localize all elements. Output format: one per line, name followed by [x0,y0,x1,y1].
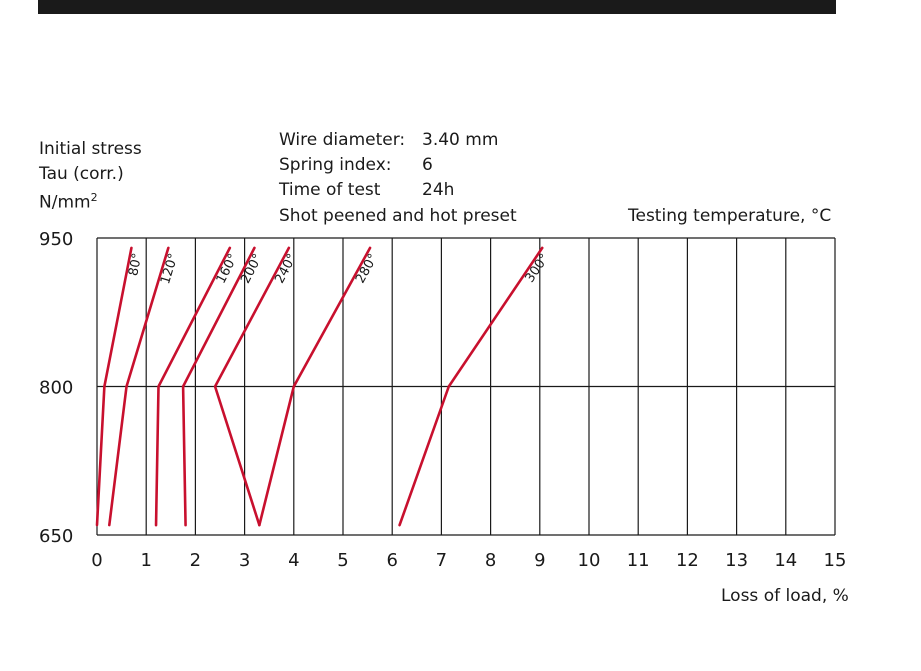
y-axis-unit: N/mm2 [39,188,98,213]
curve-120 [108,246,170,527]
wire-diameter-label: Wire diameter: [279,130,406,150]
y-axis-unit-sup: 2 [90,191,98,204]
spring-index-label: Spring index: [279,155,392,175]
x-tick-label-3: 3 [239,550,250,571]
curve-300 [398,246,544,527]
y-tick-label-800: 800 [39,378,73,399]
spring-index-value: 6 [422,155,433,175]
x-tick-label-15: 15 [824,550,847,571]
x-axis-label: Loss of load, % [721,586,849,606]
x-tick-label-4: 4 [288,550,299,571]
x-tick-label-9: 9 [534,550,545,571]
curve-200 [181,246,256,527]
x-tick-label-5: 5 [337,550,348,571]
x-tick-label-11: 11 [627,550,650,571]
time-of-test-label: Time of test [279,180,381,200]
x-tick-label-14: 14 [774,550,797,571]
x-tick-label-6: 6 [386,550,397,571]
time-of-test-value: 24h [422,180,455,200]
treatment-note: Shot peened and hot preset [279,206,517,226]
y-axis-label-line2: Tau (corr.) [39,164,124,184]
y-axis-unit-text: N/mm [39,192,91,213]
x-tick-label-1: 1 [140,550,151,571]
curve-160 [154,246,232,527]
x-tick-label-13: 13 [725,550,748,571]
curve-80 [95,246,133,527]
x-tick-label-2: 2 [190,550,201,571]
y-tick-label-650: 650 [39,526,73,547]
testing-temperature-label: Testing temperature, °C [628,206,832,226]
curve-280 [258,246,372,527]
curve-label-120: 120° [158,252,181,286]
x-tick-label-7: 7 [436,550,447,571]
wire-diameter-value: 3.40 mm [422,130,499,150]
x-tick-label-8: 8 [485,550,496,571]
x-tick-label-10: 10 [578,550,601,571]
top-bar [38,0,836,14]
y-axis-label-line1: Initial stress [39,139,142,159]
x-tick-label-12: 12 [676,550,699,571]
x-tick-label-0: 0 [91,550,102,571]
curve-240 [213,246,291,527]
y-tick-label-950: 950 [39,229,73,250]
curve-label-80: 80° [126,252,145,277]
